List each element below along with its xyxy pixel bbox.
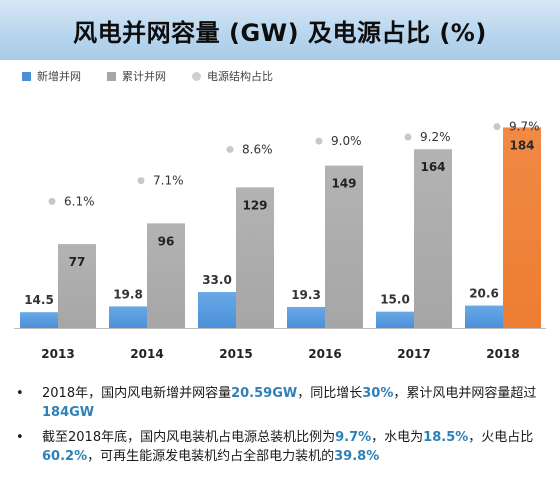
chart-legend: 新增并网 累计并网 电源结构占比 [22, 66, 299, 86]
share-dot [493, 123, 501, 131]
bar-new [376, 311, 414, 328]
bullet: • [16, 386, 24, 401]
highlight-value: 30% [362, 386, 394, 401]
share-dot [137, 177, 145, 185]
bar-new-label: 15.0 [380, 293, 410, 307]
highlight-value: 60.2% [42, 449, 88, 464]
note-text-1: 2018年，国内风电新增并网容量20.59GW，同比增长30%，累计风电并网容量… [42, 384, 548, 422]
notes: • 2018年，国内风电新增并网容量20.59GW，同比增长30%，累计风电并网… [16, 384, 548, 472]
note-segment: ，火电占比 [468, 430, 534, 445]
x-tick-label: 2016 [308, 347, 341, 361]
bar-cumulative [236, 187, 274, 328]
share-label: 9.0% [331, 134, 362, 148]
chart-title: 风电并网容量 (GW) 及电源占比 (%) [73, 18, 487, 47]
bar-new-label: 33.0 [202, 273, 232, 287]
note-item: • 2018年，国内风电新增并网容量20.59GW，同比增长30%，累计风电并网… [16, 384, 548, 422]
bar-cumulative [58, 244, 96, 328]
bar-new-label: 19.3 [291, 288, 321, 302]
highlight-value: 18.5% [423, 430, 469, 445]
note-text-2: 截至2018年底，国内风电装机占电源总装机比例为9.7%，水电为18.5%，火电… [42, 428, 548, 466]
bar-new [109, 306, 147, 328]
bar-new [465, 305, 503, 328]
highlight-value: 20.59GW [231, 386, 298, 401]
note-segment: ，同比增长 [297, 386, 363, 401]
legend-item-cumulative: 累计并网 [107, 68, 166, 84]
highlight-value: 9.7% [335, 430, 372, 445]
title-banner: 风电并网容量 (GW) 及电源占比 (%) [0, 0, 560, 60]
bar-cumulative-label: 184 [509, 138, 534, 152]
x-tick-label: 2014 [130, 347, 163, 361]
bar-cumulative-label: 96 [158, 234, 175, 248]
share-label: 8.6% [242, 142, 273, 156]
bar-cumulative-label: 77 [69, 255, 86, 269]
note-segment: ，可再生能源发电装机约占全部电力装机的 [87, 449, 335, 464]
bullet: • [16, 430, 24, 445]
x-tick-label: 2018 [486, 347, 519, 361]
share-dot [48, 197, 56, 205]
legend-item-new: 新增并网 [22, 68, 81, 84]
bar-cumulative [414, 149, 452, 328]
legend-swatch-cumulative [107, 71, 116, 81]
legend-label-share: 电源结构占比 [207, 70, 273, 83]
share-label: 9.7% [509, 120, 540, 134]
bar-cumulative [325, 165, 363, 328]
x-tick-label: 2013 [41, 347, 74, 361]
bar-cumulative-label: 149 [331, 177, 356, 191]
x-tick-label: 2015 [219, 347, 252, 361]
legend-swatch-share [192, 71, 201, 81]
bar-new-label: 14.5 [24, 293, 54, 307]
legend-swatch-new [22, 71, 31, 81]
highlight-value: 39.8% [334, 449, 380, 464]
bar-new [287, 306, 325, 328]
bar-new-label: 20.6 [469, 287, 499, 301]
bar-cumulative-highlight [503, 127, 541, 328]
bar-chart: 14.5 77 6.1% 2013 19.8 96 7.1% 2014 33.0 129 8.6% 2… [14, 120, 546, 361]
bar-cumulative [147, 223, 185, 328]
share-dot [315, 137, 323, 145]
bar-new [20, 312, 58, 328]
note-segment: ，水电为 [371, 430, 424, 445]
share-dot [226, 145, 234, 153]
share-label: 6.1% [64, 194, 95, 208]
highlight-value: 184GW [42, 405, 95, 420]
bar-cumulative-label: 129 [242, 198, 267, 212]
bar-cumulative-label: 164 [420, 160, 445, 174]
legend-label-cumulative: 累计并网 [122, 70, 166, 83]
share-label: 7.1% [153, 174, 184, 188]
note-segment: 2018年，国内风电新增并网容量 [42, 386, 232, 401]
share-dot [404, 133, 412, 141]
bar-new [198, 292, 236, 328]
legend-item-share: 电源结构占比 [192, 68, 273, 84]
note-segment: 截至2018年底，国内风电装机占电源总装机比例为 [42, 430, 336, 445]
bar-new-label: 19.8 [113, 287, 143, 301]
legend-label-new: 新增并网 [37, 70, 81, 83]
note-item: • 截至2018年底，国内风电装机占电源总装机比例为9.7%，水电为18.5%，… [16, 428, 548, 466]
note-segment: ，累计风电并网容量超过 [393, 386, 537, 401]
share-label: 9.2% [420, 130, 451, 144]
x-tick-label: 2017 [397, 347, 430, 361]
